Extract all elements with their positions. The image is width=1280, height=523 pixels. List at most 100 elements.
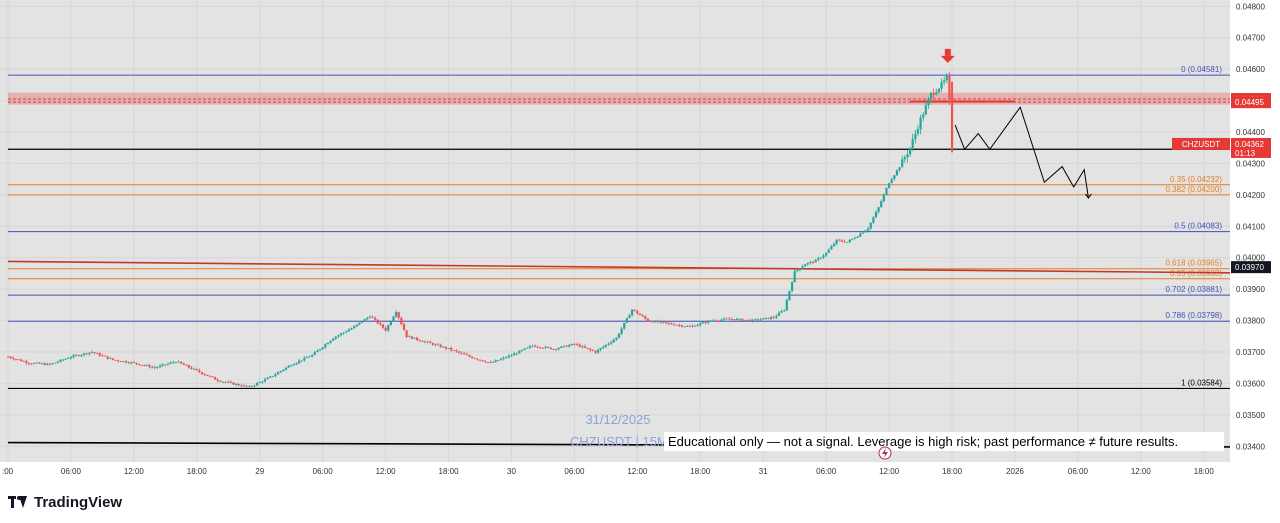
candle-body [499, 358, 503, 361]
candle-body [101, 355, 104, 357]
tradingview-footer[interactable]: TradingView [8, 492, 122, 512]
candle-body [722, 318, 725, 320]
candle-body [607, 343, 610, 345]
candle-body [384, 327, 387, 331]
candle-body [93, 352, 96, 354]
candle-body [644, 316, 647, 319]
candle-body [751, 319, 754, 322]
candle-body [455, 350, 458, 352]
time-tick-label: 12:00 [1131, 467, 1152, 476]
candle-body [631, 309, 634, 316]
candle-body [143, 365, 146, 366]
candle-body [890, 179, 893, 184]
candle-body [313, 352, 316, 355]
candle-body [704, 322, 707, 324]
candle-body [843, 241, 846, 243]
candle-body [903, 157, 906, 160]
candle-body [263, 379, 267, 382]
candle-body [877, 207, 880, 212]
watermark-date: 31/12/2025 [585, 412, 650, 427]
time-tick-label: 06:00 [313, 467, 334, 476]
candle-body [848, 239, 851, 243]
candle-body [513, 353, 516, 356]
candle-body [193, 368, 196, 370]
candle-body [749, 319, 752, 322]
candle-body [901, 159, 904, 168]
candle-body [405, 330, 408, 337]
candle-body [741, 318, 744, 321]
time-tick-label: 18:00 [187, 467, 208, 476]
candle-body [838, 239, 841, 241]
fib-label: 0.35 (0.04232) [1170, 175, 1222, 184]
candle-body [636, 310, 639, 314]
candle-body [827, 249, 830, 253]
projection-layer [940, 48, 1092, 199]
candle-body [363, 319, 366, 322]
time-tick-label: 06:00 [564, 467, 585, 476]
candle-body [612, 339, 615, 343]
candle-body [6, 356, 10, 358]
candle-body [675, 325, 678, 326]
time-tick-label: 06:00 [61, 467, 82, 476]
price-tick-label: 0.03800 [1236, 317, 1265, 326]
candle-body [321, 347, 324, 350]
candle-body [379, 323, 382, 325]
candle-body [872, 217, 875, 223]
candle-body [929, 92, 933, 99]
candle-body [806, 262, 809, 265]
candle-body [793, 271, 796, 283]
candle-body [174, 362, 177, 364]
candle-body [135, 362, 138, 364]
candle-body [436, 344, 440, 346]
price-axis[interactable] [1230, 0, 1280, 480]
lightning-icon[interactable] [878, 446, 892, 460]
candle-body [533, 345, 537, 347]
candle-body [914, 133, 917, 140]
candle-body [276, 372, 280, 375]
candle-body [804, 264, 807, 267]
candle-body [570, 343, 573, 346]
candle-body [599, 348, 602, 350]
plot-area[interactable] [0, 0, 1230, 480]
candle-body [591, 349, 594, 351]
candle-body [122, 361, 125, 362]
candle-body [216, 379, 219, 381]
candle-body [528, 346, 531, 348]
candle-body [316, 350, 319, 353]
candle-body [235, 383, 238, 385]
candle-body [717, 320, 720, 322]
candle-body [887, 183, 891, 189]
time-tick-label: 29 [255, 467, 264, 476]
candle-body [200, 372, 204, 374]
candle-body [662, 321, 665, 323]
candle-body [342, 332, 345, 334]
candle-body [583, 346, 587, 348]
candle-body [714, 320, 718, 322]
time-tick-label: 12:00 [627, 467, 648, 476]
candle-body [575, 344, 579, 345]
symbol-tag-bg [1172, 137, 1230, 150]
candle-body [602, 346, 605, 349]
price-tick-label: 0.03700 [1236, 348, 1265, 357]
candle-body [219, 380, 222, 382]
candle-body [43, 363, 46, 365]
candle-body [586, 347, 589, 349]
candle-body [111, 358, 114, 360]
candle-body [450, 348, 453, 351]
time-tick-label: 18:00 [439, 467, 460, 476]
candle-body [943, 80, 946, 83]
candle-body [253, 385, 256, 387]
candle-body [439, 344, 442, 348]
candle-body [305, 357, 309, 359]
candle-body [61, 359, 65, 361]
trendline [7, 260, 1231, 274]
price-tag: 0.03970 [1235, 263, 1264, 272]
candle-body [688, 326, 691, 327]
candle-body [148, 365, 151, 368]
candle-body [764, 317, 767, 319]
candle-body [604, 344, 607, 347]
time-axis[interactable] [0, 462, 1230, 480]
candle-body [88, 352, 91, 355]
